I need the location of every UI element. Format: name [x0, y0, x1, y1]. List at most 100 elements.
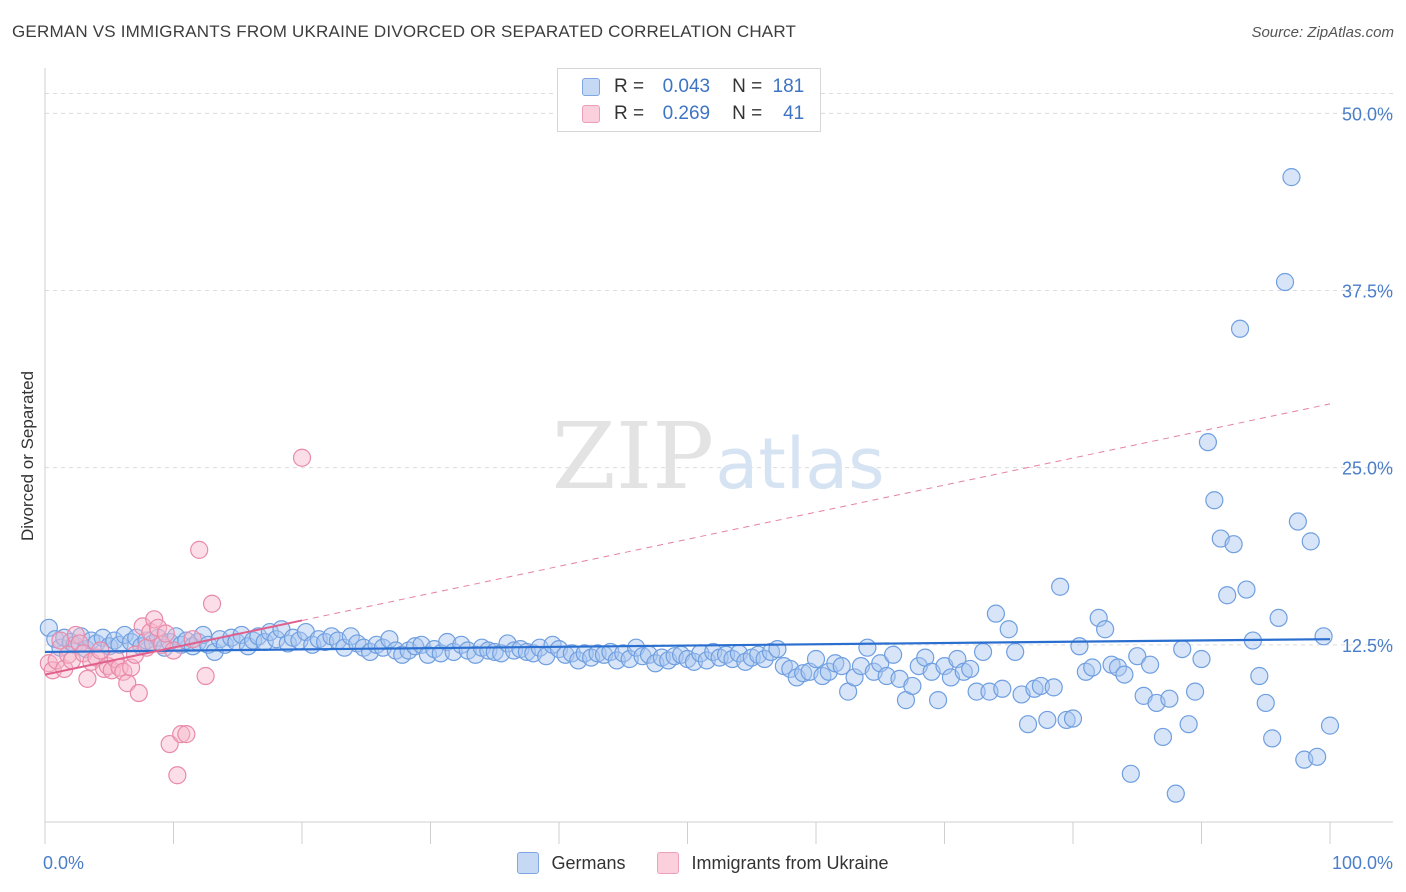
data-point-germans [986, 604, 1006, 623]
data-point-germans [193, 625, 213, 645]
data-point-germans [1218, 586, 1237, 605]
data-point-germans [1256, 693, 1275, 713]
data-point-germans [755, 649, 774, 669]
y-tick-label: 12.5% [1342, 636, 1393, 656]
data-point-germans [903, 676, 922, 696]
n-label: N = [732, 103, 763, 124]
trend-lines [44, 403, 1331, 676]
data-point-germans [1237, 580, 1256, 599]
germans-legend-swatch [517, 852, 540, 874]
data-point-germans [1108, 658, 1128, 677]
data-point-ukraine [129, 683, 148, 703]
germans-points [39, 168, 1340, 803]
n-value: 181 [772, 76, 805, 97]
data-point-ukraine [78, 669, 97, 688]
r-label: R = [614, 103, 645, 124]
data-point-germans [1089, 608, 1108, 628]
data-point-germans [1205, 491, 1224, 510]
germans-swatch [582, 78, 600, 96]
data-point-germans [1063, 709, 1083, 728]
stats-legend-box: R = 0.043 N = 181 R = 0.269 N = 41 [557, 68, 821, 132]
y-tick-label: 50.0% [1342, 104, 1393, 124]
data-point-germans [1308, 747, 1327, 766]
stats-row-ukraine: R = 0.269 N = 41 [582, 101, 804, 127]
data-point-ukraine [172, 725, 191, 744]
watermark-zip: ZIP [552, 403, 714, 510]
data-point-germans [858, 638, 877, 657]
data-point-germans [1038, 710, 1057, 730]
data-point-germans [1282, 168, 1301, 187]
ukraine-points [39, 448, 312, 785]
data-point-germans [832, 656, 851, 676]
data-point-ukraine [156, 624, 175, 643]
data-point-ukraine [190, 540, 209, 559]
data-point-germans [794, 664, 813, 683]
data-point-germans [115, 625, 134, 645]
y-tick-label: 25.0% [1342, 459, 1393, 479]
data-point-germans [806, 649, 826, 669]
data-point-germans [1224, 535, 1243, 554]
data-point-germans [341, 627, 360, 646]
data-point-germans [1288, 512, 1307, 531]
data-point-germans [1153, 727, 1173, 747]
y-tick-label: 37.5% [1342, 282, 1393, 302]
data-point-germans [110, 635, 129, 654]
data-point-germans [1275, 272, 1295, 292]
r-value: 0.043 [662, 76, 711, 97]
data-point-ukraine [160, 734, 179, 754]
r-value: 0.269 [662, 103, 711, 124]
legend-item-ukraine[interactable]: Immigrants from Ukraine [657, 852, 889, 874]
data-point-germans [1198, 433, 1218, 452]
data-point-germans [1185, 682, 1205, 701]
data-point-germans [1006, 642, 1025, 662]
data-point-germans [1263, 729, 1282, 748]
data-point-germans [39, 618, 58, 637]
data-point-germans [1070, 637, 1089, 656]
watermark: ZIP atlas [552, 403, 885, 510]
data-point-germans [967, 682, 986, 701]
data-point-germans [1269, 608, 1288, 628]
x-tick-label: 100.0% [1332, 853, 1393, 873]
data-point-germans [1096, 620, 1115, 639]
axes [44, 68, 1393, 844]
stats-row-germans: R = 0.043 N = 181 [582, 74, 804, 100]
data-point-germans [1083, 658, 1102, 677]
gridlines [45, 93, 1393, 646]
data-point-germans [1173, 639, 1192, 659]
n-label: N = [732, 76, 763, 97]
data-point-ukraine [196, 666, 215, 686]
data-point-germans [845, 668, 864, 687]
data-point-germans [961, 659, 980, 679]
data-point-germans [1121, 764, 1140, 783]
data-point-germans [438, 632, 457, 652]
data-point-ukraine [292, 448, 312, 467]
germans-trend-line [44, 638, 1331, 654]
ukraine-swatch [582, 105, 600, 123]
data-point-germans [999, 620, 1018, 639]
chart-title: GERMAN VS IMMIGRANTS FROM UKRAINE DIVORC… [12, 22, 797, 41]
data-point-ukraine [145, 610, 164, 629]
legend-label-germans: Germans [551, 852, 626, 873]
data-point-germans [405, 637, 425, 656]
x-tick-label: 0.0% [43, 853, 84, 873]
data-point-germans [928, 691, 948, 710]
tick-labels: 12.5% 25.0% 37.5% 50.0% 0.0% 100.0% [43, 104, 1393, 873]
data-point-germans [1057, 710, 1076, 730]
data-point-germans [1140, 655, 1160, 674]
chart-legend: Germans Immigrants from Ukraine [0, 852, 1406, 874]
data-point-germans [1230, 319, 1250, 338]
data-point-germans [768, 639, 787, 659]
source-credit: Source: ZipAtlas.com [1251, 24, 1394, 41]
data-point-germans [1115, 665, 1134, 684]
data-point-germans [973, 642, 993, 662]
data-point-germans [1128, 647, 1147, 666]
data-point-germans [1179, 715, 1198, 734]
n-value: 41 [783, 103, 805, 124]
data-point-ukraine [66, 625, 85, 645]
data-point-germans [993, 679, 1012, 698]
legend-item-germans[interactable]: Germans [517, 852, 625, 874]
data-point-germans [562, 644, 581, 663]
ukraine-legend-swatch [657, 852, 680, 874]
data-point-germans [1314, 627, 1333, 646]
